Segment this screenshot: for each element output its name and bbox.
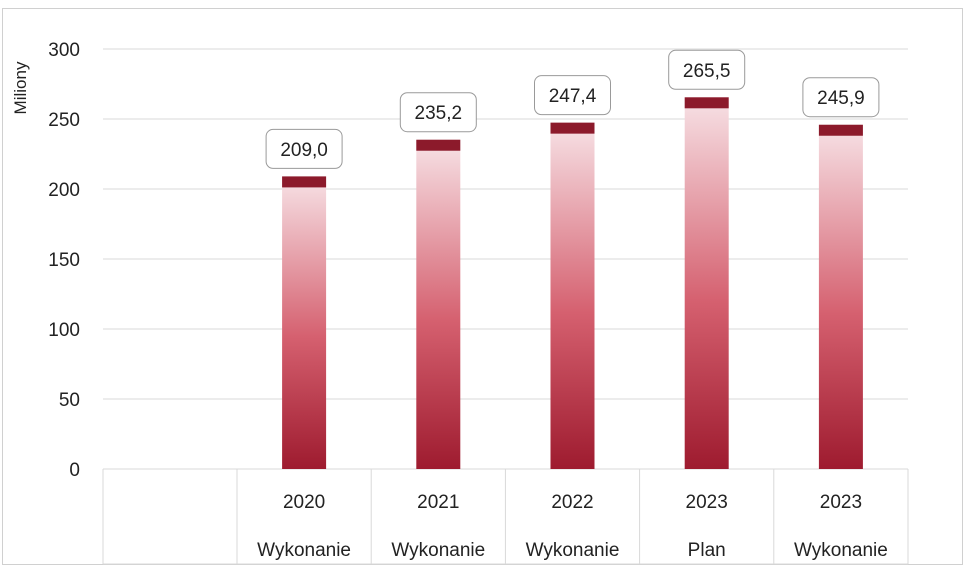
x-category-year: 2021 bbox=[417, 492, 459, 513]
y-axis-label: Miliony bbox=[11, 61, 30, 114]
bar-cap bbox=[282, 176, 327, 188]
bar bbox=[818, 124, 863, 470]
data-label-box bbox=[668, 49, 746, 90]
data-label: 245,9 bbox=[817, 88, 865, 109]
x-category-year: 2023 bbox=[686, 492, 728, 513]
bar-cap bbox=[416, 139, 461, 151]
data-label: 209,0 bbox=[280, 140, 328, 161]
data-label: 265,5 bbox=[683, 61, 731, 82]
bar bbox=[282, 176, 327, 469]
bar-cap bbox=[818, 124, 863, 136]
bar-cap bbox=[684, 97, 729, 109]
y-tick-label: 250 bbox=[48, 110, 80, 131]
y-tick-label: 300 bbox=[48, 40, 80, 61]
bar bbox=[684, 97, 729, 470]
data-label-box bbox=[534, 75, 611, 116]
x-category-kind: Wykonanie bbox=[526, 540, 620, 561]
x-category-kind: Wykonanie bbox=[257, 540, 351, 561]
y-tick-label: 100 bbox=[48, 320, 80, 341]
data-label: 235,2 bbox=[415, 103, 463, 124]
data-label-box bbox=[265, 128, 343, 169]
bar-cap bbox=[550, 122, 595, 134]
x-category-kind: Plan bbox=[688, 540, 726, 561]
bar bbox=[416, 139, 461, 469]
y-tick-label: 50 bbox=[59, 390, 80, 411]
x-category-year: 2023 bbox=[820, 492, 862, 513]
bar bbox=[550, 122, 595, 469]
x-category-kind: Wykonanie bbox=[794, 540, 888, 561]
y-tick-label: 150 bbox=[48, 250, 80, 271]
data-label: 247,4 bbox=[549, 86, 597, 107]
y-tick-label: 200 bbox=[48, 180, 80, 201]
x-category-kind: Wykonanie bbox=[391, 540, 485, 561]
data-label-box bbox=[399, 92, 477, 133]
data-label-box bbox=[802, 77, 880, 118]
x-category-year: 2020 bbox=[283, 492, 325, 513]
y-tick-label: 0 bbox=[69, 460, 80, 481]
x-category-year: 2022 bbox=[551, 492, 593, 513]
